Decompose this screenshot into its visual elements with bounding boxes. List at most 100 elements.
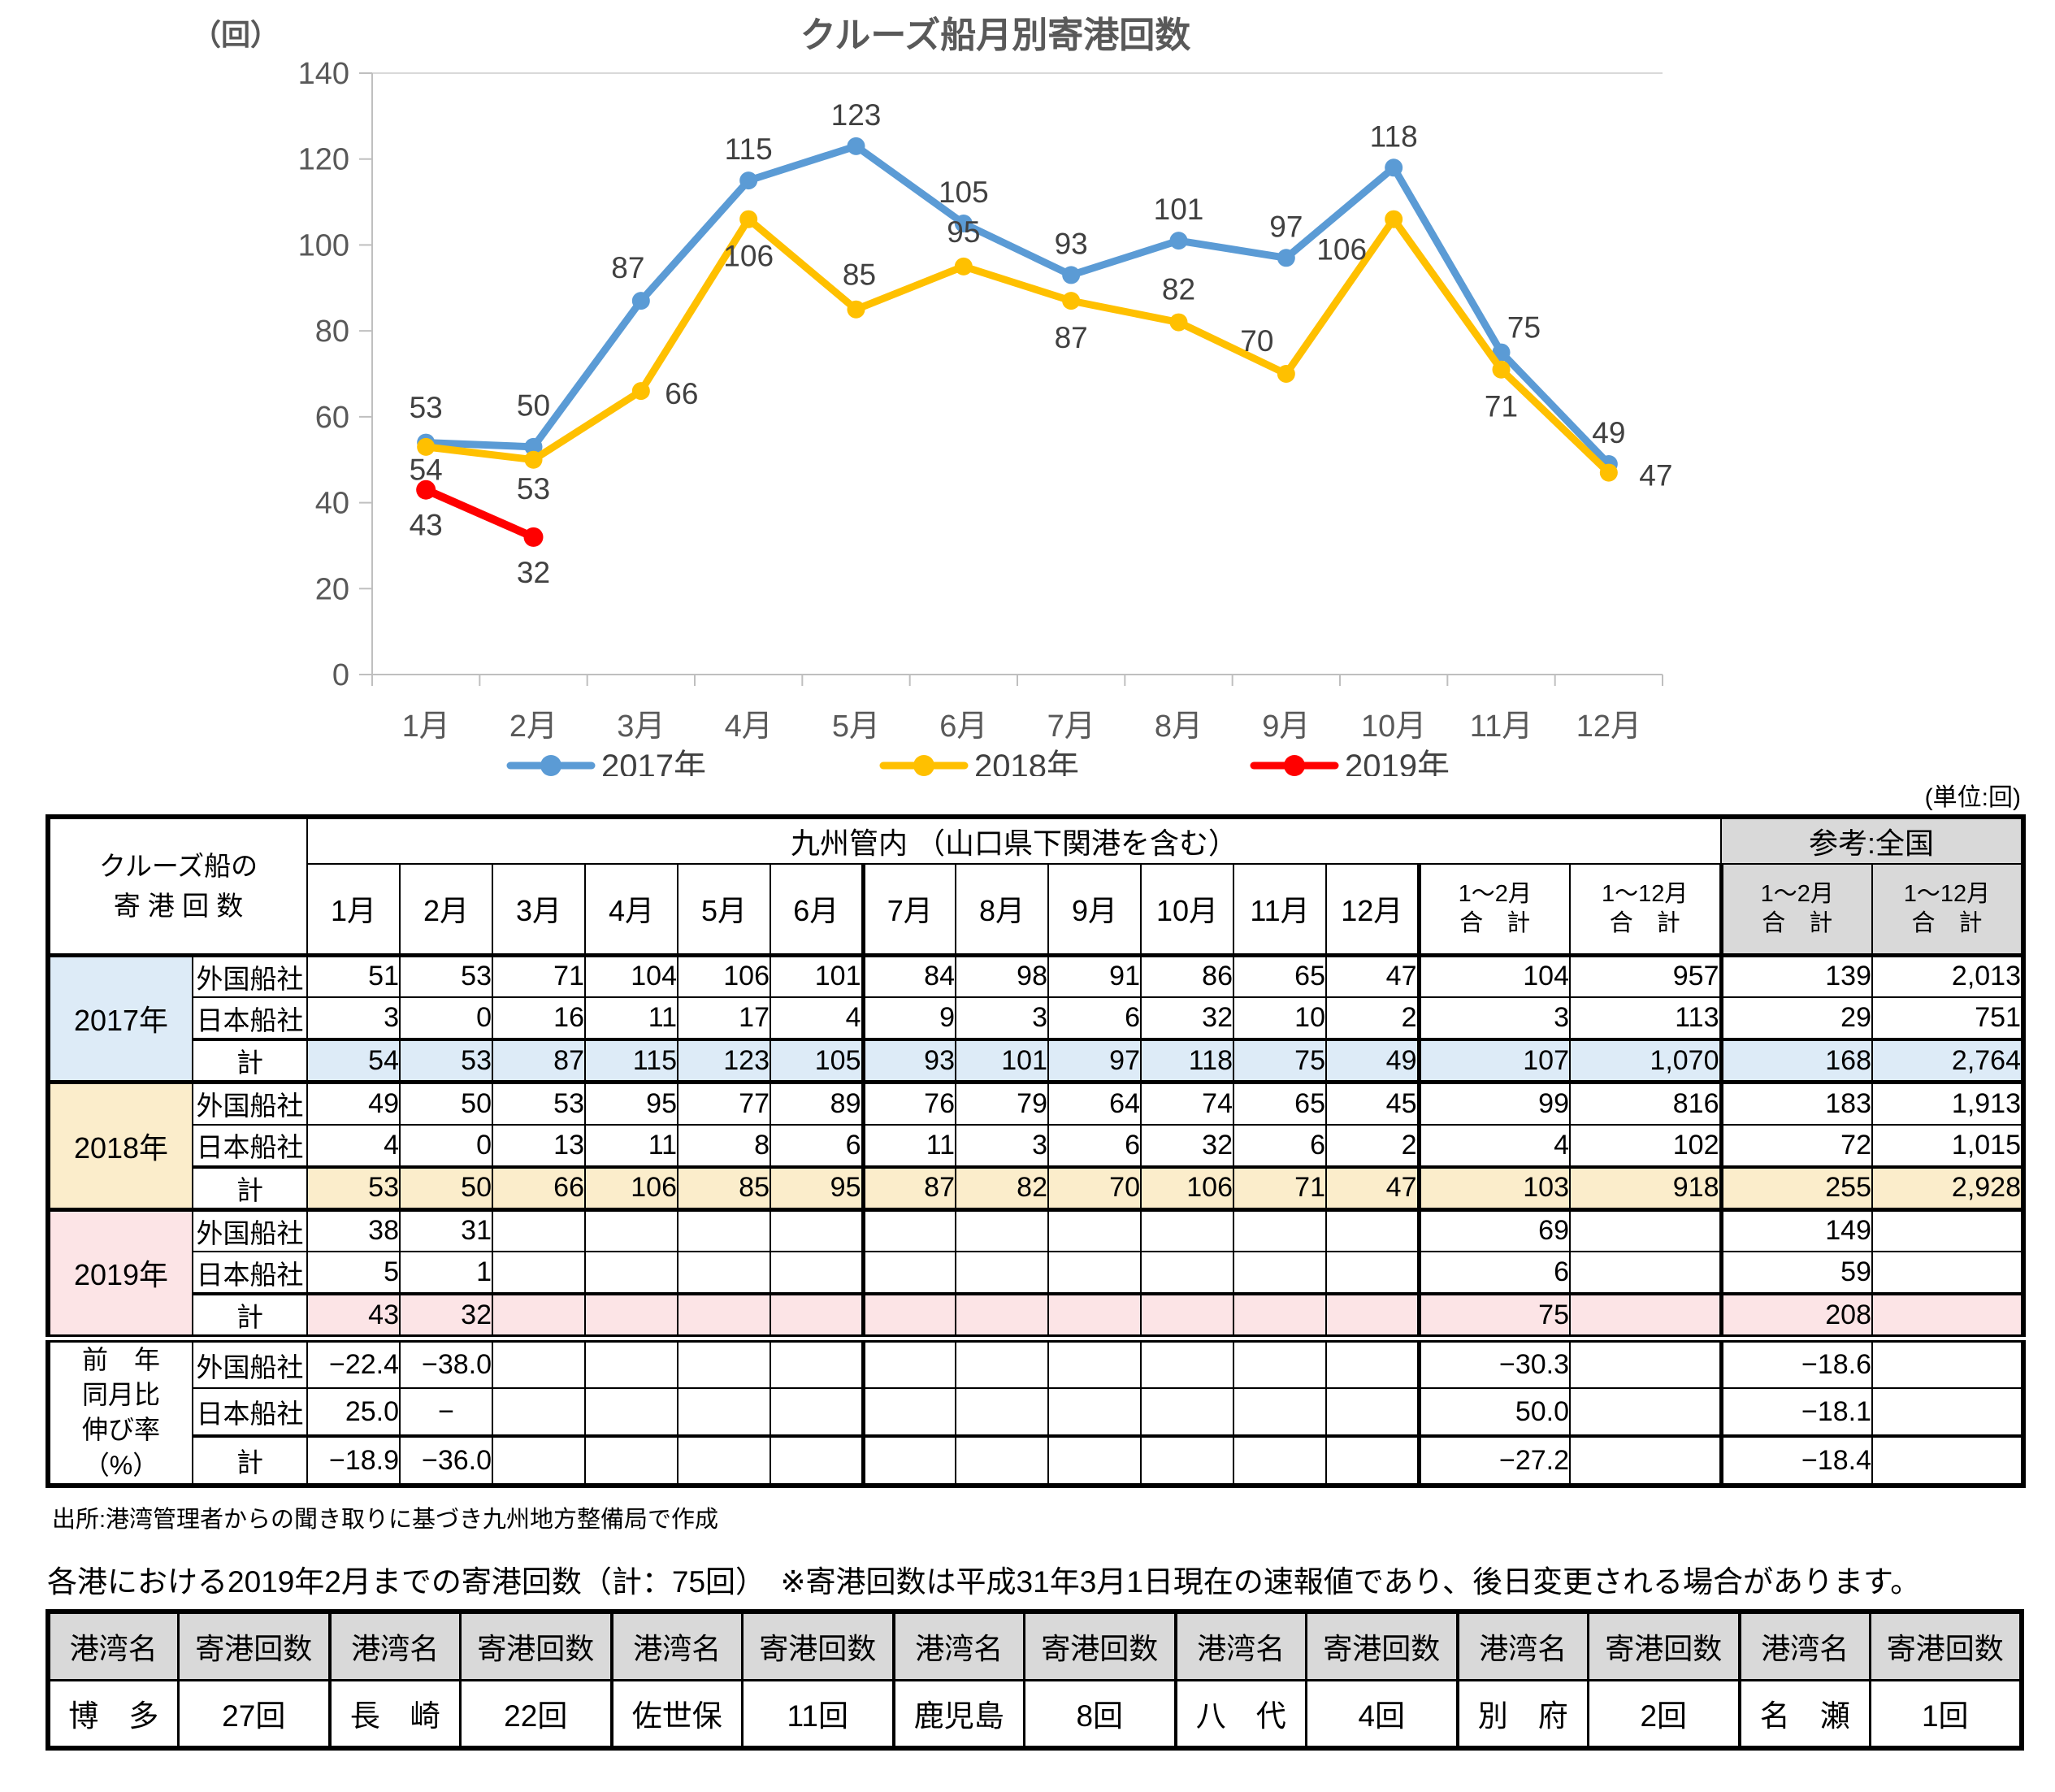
value-cell: 53	[306, 1165, 401, 1210]
value-cell: 751	[1871, 996, 2024, 1040]
y-tick-label: 80	[315, 315, 349, 349]
value-cell: 53	[399, 952, 493, 998]
value-cell: 64	[1047, 1080, 1142, 1126]
port-count-header: 寄港回数	[1586, 1610, 1741, 1681]
data-label: 32	[517, 556, 550, 589]
value-cell: 84	[862, 952, 956, 998]
value-cell: 4	[1418, 1123, 1571, 1168]
value-cell: 75	[1418, 1292, 1571, 1339]
row-label: 外国船社	[192, 1207, 308, 1252]
legend-marker-2017年	[540, 755, 561, 776]
data-point	[1277, 249, 1295, 267]
month-header: 12月	[1325, 863, 1421, 956]
value-cell: 49	[1325, 1038, 1421, 1083]
value-cell: 95	[770, 1165, 865, 1210]
value-cell: 32	[1140, 1123, 1234, 1168]
data-point	[1169, 232, 1188, 250]
row-label: 日本船社	[192, 1123, 308, 1168]
value-cell: 0	[399, 1123, 493, 1168]
port-name: 別 府	[1456, 1678, 1589, 1750]
sum-header: 1～2月 合 計	[1418, 863, 1571, 956]
legend-label-2017年: 2017年	[601, 748, 706, 776]
value-cell	[1047, 1207, 1142, 1252]
data-point	[954, 257, 973, 276]
value-cell	[955, 1434, 1049, 1486]
y-tick-label: 100	[298, 228, 349, 263]
data-label: 82	[1162, 273, 1195, 306]
value-cell	[862, 1292, 956, 1339]
sum-header: 1～12月 合 計	[1569, 863, 1723, 956]
month-header: 7月	[862, 863, 956, 956]
y-tick-label: 20	[315, 572, 349, 606]
value-cell: 45	[1325, 1080, 1421, 1126]
value-cell	[584, 1387, 678, 1438]
value-cell: 89	[770, 1080, 865, 1126]
value-cell	[1871, 1251, 2024, 1295]
value-cell	[955, 1292, 1049, 1339]
x-tick-label: 7月	[1047, 709, 1095, 744]
port-name-header: 港湾名	[46, 1610, 180, 1681]
unit-note: (単位:回)	[1924, 784, 2021, 811]
value-cell: 74	[1140, 1080, 1234, 1126]
reference-header: 参考:全国	[1720, 816, 2024, 865]
port-count-header: 寄港回数	[1022, 1610, 1177, 1681]
value-cell	[862, 1251, 956, 1295]
value-cell: −18.9	[306, 1434, 401, 1486]
value-cell: −	[399, 1387, 493, 1438]
value-cell: 6	[770, 1123, 865, 1168]
value-cell: 3	[1418, 996, 1571, 1040]
value-cell	[1047, 1434, 1142, 1486]
data-point	[1062, 266, 1081, 284]
growth-rate-label: 前 年 同月比 伸び率 （%）	[47, 1334, 193, 1486]
value-cell: 2,013	[1871, 952, 2024, 998]
value-cell	[1871, 1434, 2024, 1486]
y-tick-label: 40	[315, 487, 349, 521]
port-count: 27回	[176, 1678, 332, 1750]
sum-header: 1～2月 合 計	[1720, 863, 1873, 956]
value-cell: 87	[492, 1038, 586, 1083]
value-cell: 0	[399, 996, 493, 1040]
port-count: 8回	[1022, 1678, 1177, 1750]
value-cell	[1140, 1251, 1234, 1295]
data-point	[739, 210, 758, 228]
value-cell	[1047, 1334, 1142, 1390]
value-cell: 104	[1418, 952, 1571, 998]
value-cell	[1233, 1434, 1327, 1486]
data-label: 123	[831, 98, 882, 132]
region-header: 九州管内 （山口県下関港を含む）	[306, 816, 1722, 865]
row-label: 日本船社	[192, 1387, 308, 1438]
port-name-header: 港湾名	[892, 1610, 1025, 1681]
value-cell: 2,928	[1871, 1165, 2024, 1210]
value-cell	[770, 1334, 865, 1390]
value-cell: 2,764	[1871, 1038, 2024, 1083]
month-header: 4月	[584, 863, 678, 956]
data-label: 87	[1055, 321, 1088, 354]
value-cell	[770, 1387, 865, 1438]
data-point	[631, 382, 650, 401]
month-header: 8月	[955, 863, 1049, 956]
x-tick-label: 8月	[1155, 709, 1203, 744]
data-point	[739, 171, 758, 190]
month-header: 9月	[1047, 863, 1142, 956]
x-tick-label: 9月	[1262, 709, 1310, 744]
month-header: 3月	[492, 863, 586, 956]
data-point	[1492, 343, 1511, 362]
value-cell	[677, 1334, 771, 1390]
value-cell: 101	[955, 1038, 1049, 1083]
data-point	[1062, 292, 1081, 310]
port-name-header: 港湾名	[1456, 1610, 1589, 1681]
value-cell	[1871, 1292, 2024, 1339]
port-name: 鹿児島	[892, 1678, 1025, 1750]
value-cell: 1,070	[1569, 1038, 1723, 1083]
value-cell: 103	[1418, 1165, 1571, 1210]
port-name-header: 港湾名	[1738, 1610, 1871, 1681]
value-cell: 25.0	[306, 1387, 401, 1438]
series-line-2017年	[422, 142, 1613, 468]
value-cell	[1569, 1334, 1723, 1390]
value-cell: 99	[1418, 1080, 1571, 1126]
row-label: 外国船社	[192, 952, 308, 998]
value-cell	[1325, 1434, 1421, 1486]
value-cell	[1047, 1251, 1142, 1295]
value-cell	[862, 1207, 956, 1252]
value-cell: 72	[1720, 1123, 1873, 1168]
